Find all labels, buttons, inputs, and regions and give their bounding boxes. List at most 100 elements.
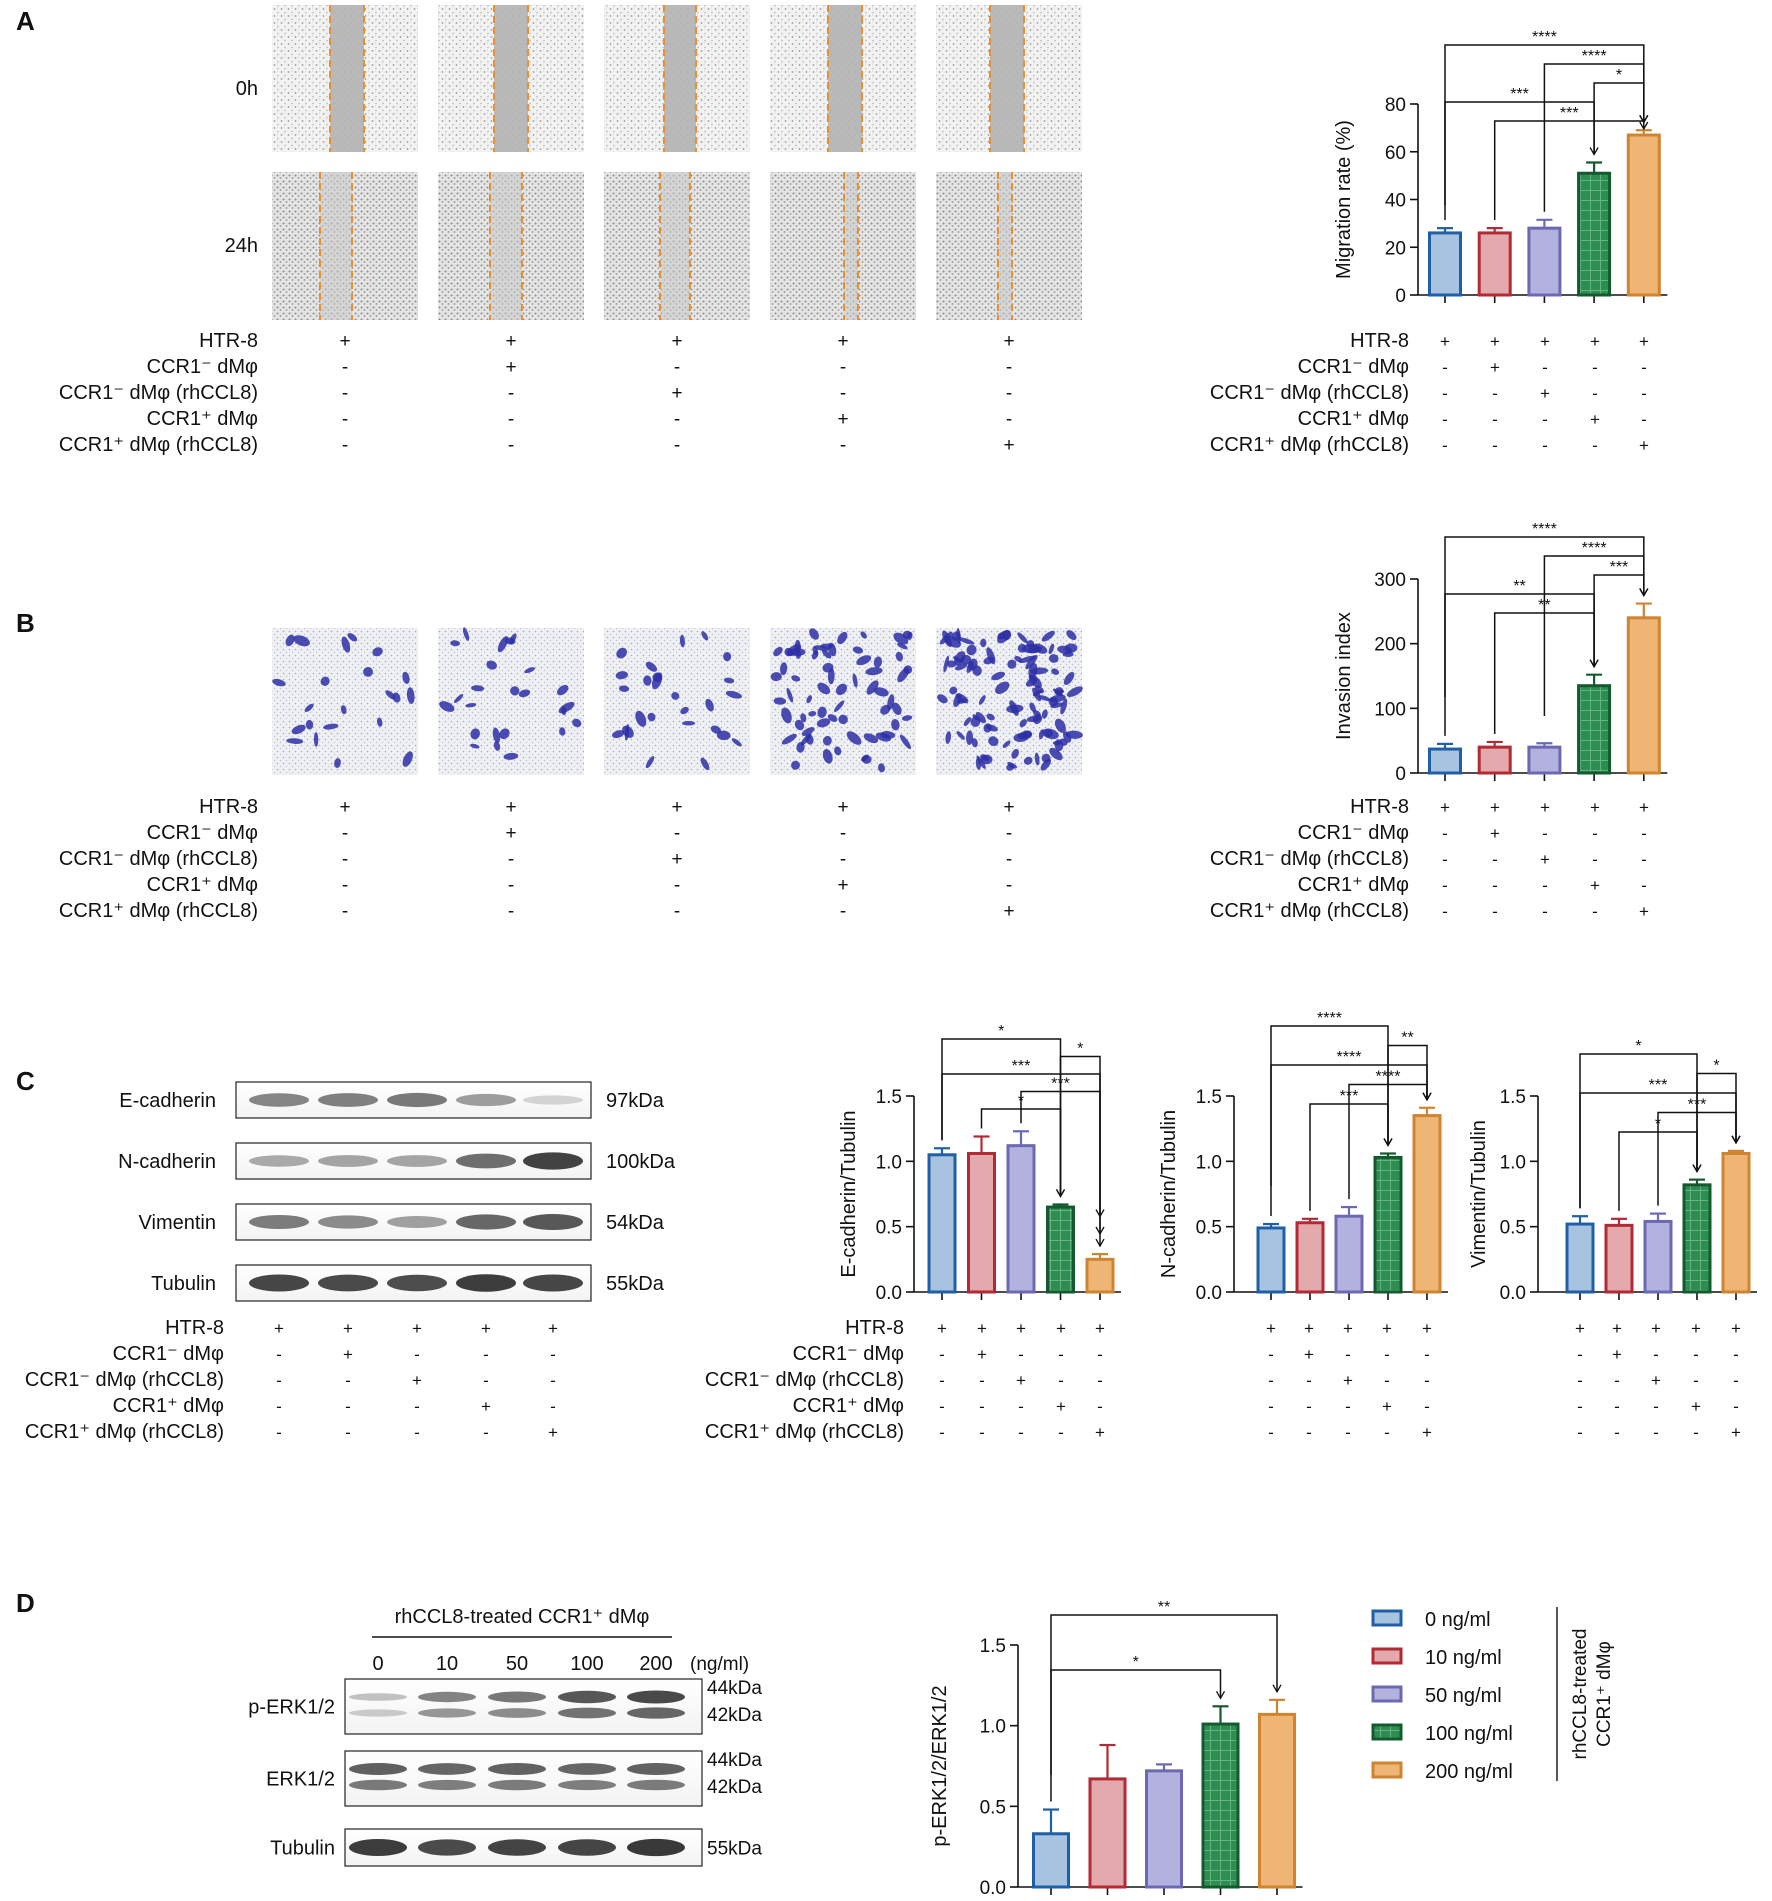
invaded-cell bbox=[791, 675, 801, 682]
table-sign: - bbox=[276, 1345, 282, 1364]
table-sign: - bbox=[508, 849, 514, 870]
panel-label-d: D bbox=[16, 1588, 35, 1618]
invaded-cell bbox=[822, 735, 832, 746]
significance-label: *** bbox=[1012, 1058, 1031, 1075]
table-sign: - bbox=[1577, 1397, 1583, 1416]
blot-band bbox=[558, 1707, 616, 1719]
invaded-cell bbox=[834, 700, 845, 713]
table-sign: - bbox=[1442, 824, 1448, 843]
invaded-cell bbox=[1018, 655, 1036, 664]
table-sign: + bbox=[1003, 797, 1014, 818]
table-sign: + bbox=[1382, 1319, 1392, 1338]
table-sign: - bbox=[1542, 824, 1548, 843]
table-sign: - bbox=[1492, 410, 1498, 429]
invaded-cell bbox=[873, 656, 883, 668]
invaded-cell bbox=[816, 718, 831, 728]
table-sign: - bbox=[840, 901, 846, 922]
y-tick-label: 0.0 bbox=[980, 1878, 1006, 1899]
table-sign: + bbox=[1095, 1423, 1105, 1442]
blot-band-label: Tubulin bbox=[270, 1838, 335, 1860]
invaded-cell bbox=[945, 731, 952, 744]
invaded-cell bbox=[647, 712, 656, 722]
invaded-cell bbox=[800, 713, 807, 723]
bar bbox=[1256, 1226, 1286, 1294]
invaded-cell bbox=[863, 733, 879, 744]
table-sign: - bbox=[1345, 1345, 1351, 1364]
y-tick-label: 40 bbox=[1385, 191, 1406, 212]
table-sign: - bbox=[1733, 1345, 1739, 1364]
wound-gap bbox=[828, 5, 862, 152]
significance-bracket bbox=[1493, 120, 1645, 221]
invaded-cell bbox=[955, 663, 968, 671]
invaded-cell bbox=[835, 683, 848, 696]
invaded-cell bbox=[716, 730, 731, 741]
table-sign: - bbox=[1058, 1345, 1064, 1364]
significance-label: * bbox=[1077, 1041, 1083, 1058]
significance-label: * bbox=[1635, 1038, 1641, 1055]
significance-bracket bbox=[1270, 1025, 1389, 1186]
table-sign: + bbox=[837, 797, 848, 818]
table-sign: + bbox=[1003, 331, 1014, 352]
invaded-cell bbox=[1029, 702, 1036, 713]
invaded-cell bbox=[963, 717, 971, 727]
y-tick-label: 300 bbox=[1374, 570, 1406, 591]
legend-swatch bbox=[1371, 1761, 1403, 1779]
table-sign: + bbox=[1056, 1319, 1066, 1338]
bar bbox=[1373, 1155, 1403, 1294]
invaded-cell bbox=[1063, 671, 1075, 685]
table-sign: - bbox=[939, 1397, 945, 1416]
invaded-cell bbox=[874, 687, 889, 697]
invaded-cell bbox=[856, 655, 872, 666]
invaded-cell bbox=[1026, 715, 1042, 723]
table-sign: - bbox=[342, 901, 348, 922]
blot-size-label: 100kDa bbox=[606, 1151, 676, 1173]
significance-bracket bbox=[1050, 1614, 1278, 1775]
table-sign: - bbox=[342, 849, 348, 870]
significance-bracket bbox=[1444, 593, 1595, 736]
invaded-cell bbox=[1002, 630, 1012, 641]
invaded-cell bbox=[1051, 668, 1060, 675]
table-sign: - bbox=[1492, 850, 1498, 869]
bar bbox=[1604, 1223, 1634, 1294]
invaded-cell bbox=[305, 719, 314, 730]
table-sign: + bbox=[1095, 1319, 1105, 1338]
bar bbox=[1088, 1777, 1127, 1889]
invaded-cell bbox=[958, 637, 975, 645]
table-sign: + bbox=[1540, 798, 1550, 817]
blot-d-dose: 50 bbox=[506, 1653, 528, 1675]
table-sign: + bbox=[1343, 1371, 1353, 1390]
blot-band bbox=[488, 1763, 546, 1775]
invaded-cell bbox=[376, 717, 383, 727]
table-sign: - bbox=[1542, 410, 1548, 429]
bar bbox=[1032, 1832, 1070, 1889]
bar bbox=[1258, 1712, 1296, 1889]
table-sign: + bbox=[1590, 332, 1600, 351]
significance-label: * bbox=[1133, 1654, 1139, 1671]
wound-gap bbox=[664, 5, 696, 152]
blot-band bbox=[418, 1691, 476, 1703]
table-sign: - bbox=[1442, 358, 1448, 377]
invaded-cell bbox=[781, 733, 797, 745]
table-sign: - bbox=[1097, 1371, 1103, 1390]
table-sign: - bbox=[674, 409, 680, 430]
y-tick-label: 0.0 bbox=[1196, 1283, 1222, 1304]
invaded-cell bbox=[1052, 740, 1062, 745]
wound-row-label-0h: 0h bbox=[236, 78, 258, 100]
bar bbox=[1565, 1222, 1595, 1294]
bar bbox=[1527, 226, 1562, 297]
table-sign: - bbox=[414, 1397, 420, 1416]
invaded-cell bbox=[347, 633, 358, 642]
wound-gap bbox=[320, 172, 352, 320]
significance-arrow bbox=[1589, 659, 1599, 669]
bar bbox=[1428, 747, 1462, 775]
invaded-cell bbox=[651, 672, 663, 690]
table-sign: + bbox=[1639, 902, 1649, 921]
blot-d-dose: 100 bbox=[570, 1653, 603, 1675]
y-tick-label: 0.0 bbox=[876, 1283, 902, 1304]
significance-label: *** bbox=[1510, 86, 1529, 103]
invaded-cell bbox=[492, 727, 501, 744]
y-axis-title: Vimentin/Tubulin bbox=[1468, 1120, 1490, 1268]
table-sign: - bbox=[342, 383, 348, 404]
invaded-cell bbox=[643, 675, 652, 686]
invaded-cell bbox=[966, 644, 977, 656]
